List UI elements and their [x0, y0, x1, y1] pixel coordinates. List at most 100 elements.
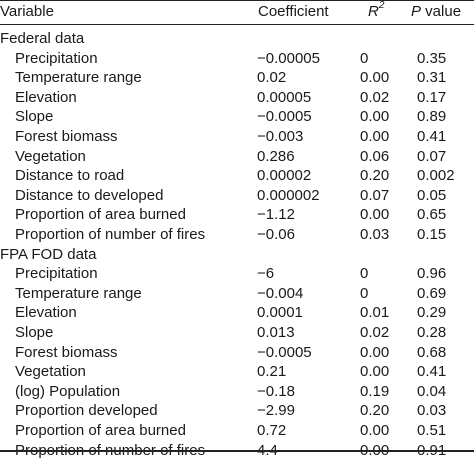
cell-r2: 0.01 — [360, 304, 390, 322]
cell-coefficient: 0.013 — [257, 324, 295, 341]
cell-p-value: 0.51 — [417, 422, 447, 439]
cell-r2: 0 — [360, 265, 369, 283]
cell-coefficient: 0.00005 — [257, 88, 312, 106]
cell-variable: Vegetation — [15, 363, 86, 381]
cell-p-value: 0.15 — [417, 226, 447, 243]
cell-coefficient: 0.286 — [257, 147, 295, 165]
table-row: Proportion developed −2.99 0.20 0.03 — [0, 399, 474, 423]
cell-p-value: 0.65 — [417, 206, 447, 224]
cell-coefficient: −0.18 — [257, 382, 295, 400]
cell-p-value: 0.29 — [417, 304, 447, 322]
cell-variable: Precipitation — [15, 265, 98, 283]
cell-coefficient: −0.06 — [257, 226, 295, 243]
cell-p-value: 0.28 — [417, 324, 447, 341]
table-row: Precipitation −0.00005 0 0.35 — [0, 47, 474, 71]
cell-variable: Temperature range — [15, 69, 142, 87]
table-row: Vegetation 0.286 0.06 0.07 — [0, 145, 474, 169]
bottom-rule — [0, 450, 474, 452]
cell-coefficient: −0.0005 — [257, 343, 312, 361]
cell-coefficient: −0.00005 — [257, 49, 320, 67]
header-r2: R2 — [368, 0, 384, 24]
cell-r2: 0 — [360, 49, 369, 67]
cell-variable: Elevation — [15, 88, 77, 106]
section-header-row: FPA FOD data — [0, 243, 474, 267]
cell-coefficient: 0.000002 — [257, 186, 320, 204]
cell-p-value: 0.68 — [417, 343, 447, 361]
cell-variable: Proportion of area burned — [15, 422, 186, 439]
cell-r2: 0.07 — [360, 186, 390, 204]
header-row: Variable Coefficient R2 P value — [0, 0, 474, 24]
cell-coefficient: 0.02 — [257, 69, 287, 87]
table-row: Forest biomass −0.0005 0.00 0.68 — [0, 341, 474, 365]
cell-variable: Distance to road — [15, 167, 125, 185]
table-row: Proportion of number of fires −0.06 0.03 0.… — [0, 223, 474, 247]
cell-variable: Forest biomass — [15, 128, 118, 145]
cell-coefficient: 0.72 — [257, 422, 287, 439]
cell-p-value: 0.31 — [417, 69, 447, 87]
table-row: Distance to developed 0.000002 0.07 0.05 — [0, 184, 474, 208]
cell-p-value: 0.03 — [417, 402, 447, 420]
cell-coefficient: −0.004 — [257, 284, 304, 302]
cell-r2: 0.02 — [360, 88, 390, 106]
cell-variable: Vegetation — [15, 147, 86, 165]
top-rule — [0, 0, 474, 1]
table-row: Slope −0.0005 0.00 0.89 — [0, 105, 474, 129]
cell-p-value: 0.69 — [417, 284, 447, 302]
header-p-letter: P — [411, 3, 422, 20]
section-title: FPA FOD data — [0, 245, 97, 263]
cell-coefficient: 0.21 — [257, 363, 287, 381]
cell-p-value: 0.89 — [417, 108, 447, 126]
cell-coefficient: −6 — [257, 265, 275, 283]
cell-variable: Proportion of number of fires — [15, 226, 206, 243]
cell-r2: 0 — [360, 284, 369, 302]
cell-coefficient: −0.0005 — [257, 108, 312, 126]
cell-variable: Elevation — [15, 304, 77, 322]
table-row: Distance to road 0.00002 0.20 0.002 — [0, 164, 474, 188]
cell-coefficient: 0.0001 — [257, 304, 303, 322]
cell-r2: 0.20 — [360, 167, 390, 185]
cell-r2: 0.19 — [360, 382, 390, 400]
cell-p-value: 0.17 — [417, 88, 447, 106]
cell-r2: 0.03 — [360, 226, 390, 243]
table-row: Precipitation −6 0 0.96 — [0, 262, 474, 286]
cell-variable: Precipitation — [15, 49, 98, 67]
cell-variable: Forest biomass — [15, 343, 118, 361]
cell-variable: Slope — [15, 324, 54, 341]
cell-r2: 0.00 — [360, 363, 390, 381]
cell-p-value: 0.04 — [417, 382, 447, 400]
header-coefficient: Coefficient — [258, 3, 329, 20]
header-p-rest: value — [421, 3, 462, 20]
cell-r2: 0.20 — [360, 402, 390, 420]
cell-r2: 0.00 — [360, 206, 390, 224]
cell-coefficient: −1.12 — [257, 206, 295, 224]
table-row: Proportion of area burned −1.12 0.00 0.65 — [0, 203, 474, 227]
header-r2-base: R — [368, 3, 379, 20]
cell-coefficient: −0.003 — [257, 128, 304, 145]
table-row: (log) Population −0.18 0.19 0.04 — [0, 380, 474, 404]
cell-r2: 0.00 — [360, 128, 390, 145]
cell-p-value: 0.05 — [417, 186, 447, 204]
cell-r2: 0.00 — [360, 69, 390, 87]
header-variable: Variable — [0, 3, 54, 20]
table-row: Temperature range 0.02 0.00 0.31 — [0, 66, 474, 90]
cell-p-value: 0.41 — [417, 128, 447, 145]
cell-variable: Distance to developed — [15, 186, 164, 204]
cell-r2: 0.06 — [360, 147, 390, 165]
table-row: Elevation 0.00005 0.02 0.17 — [0, 86, 474, 110]
section-header-row: Federal data — [0, 27, 474, 51]
cell-variable: (log) Population — [15, 382, 121, 400]
table-row: Slope 0.013 0.02 0.28 — [0, 321, 474, 345]
cell-r2: 0.00 — [360, 108, 390, 126]
cell-variable: Slope — [15, 108, 54, 126]
section-title: Federal data — [0, 30, 85, 47]
cell-r2: 0.00 — [360, 343, 390, 361]
table-row: Vegetation 0.21 0.00 0.41 — [0, 360, 474, 384]
cell-coefficient: 0.00002 — [257, 167, 312, 185]
cell-r2: 0.02 — [360, 324, 390, 341]
cell-p-value: 0.41 — [417, 363, 447, 381]
table-row: Elevation 0.0001 0.01 0.29 — [0, 301, 474, 325]
header-p-value: P value — [411, 0, 461, 24]
header-r2-sup: 2 — [378, 0, 385, 11]
cell-variable: Temperature range — [15, 284, 142, 302]
